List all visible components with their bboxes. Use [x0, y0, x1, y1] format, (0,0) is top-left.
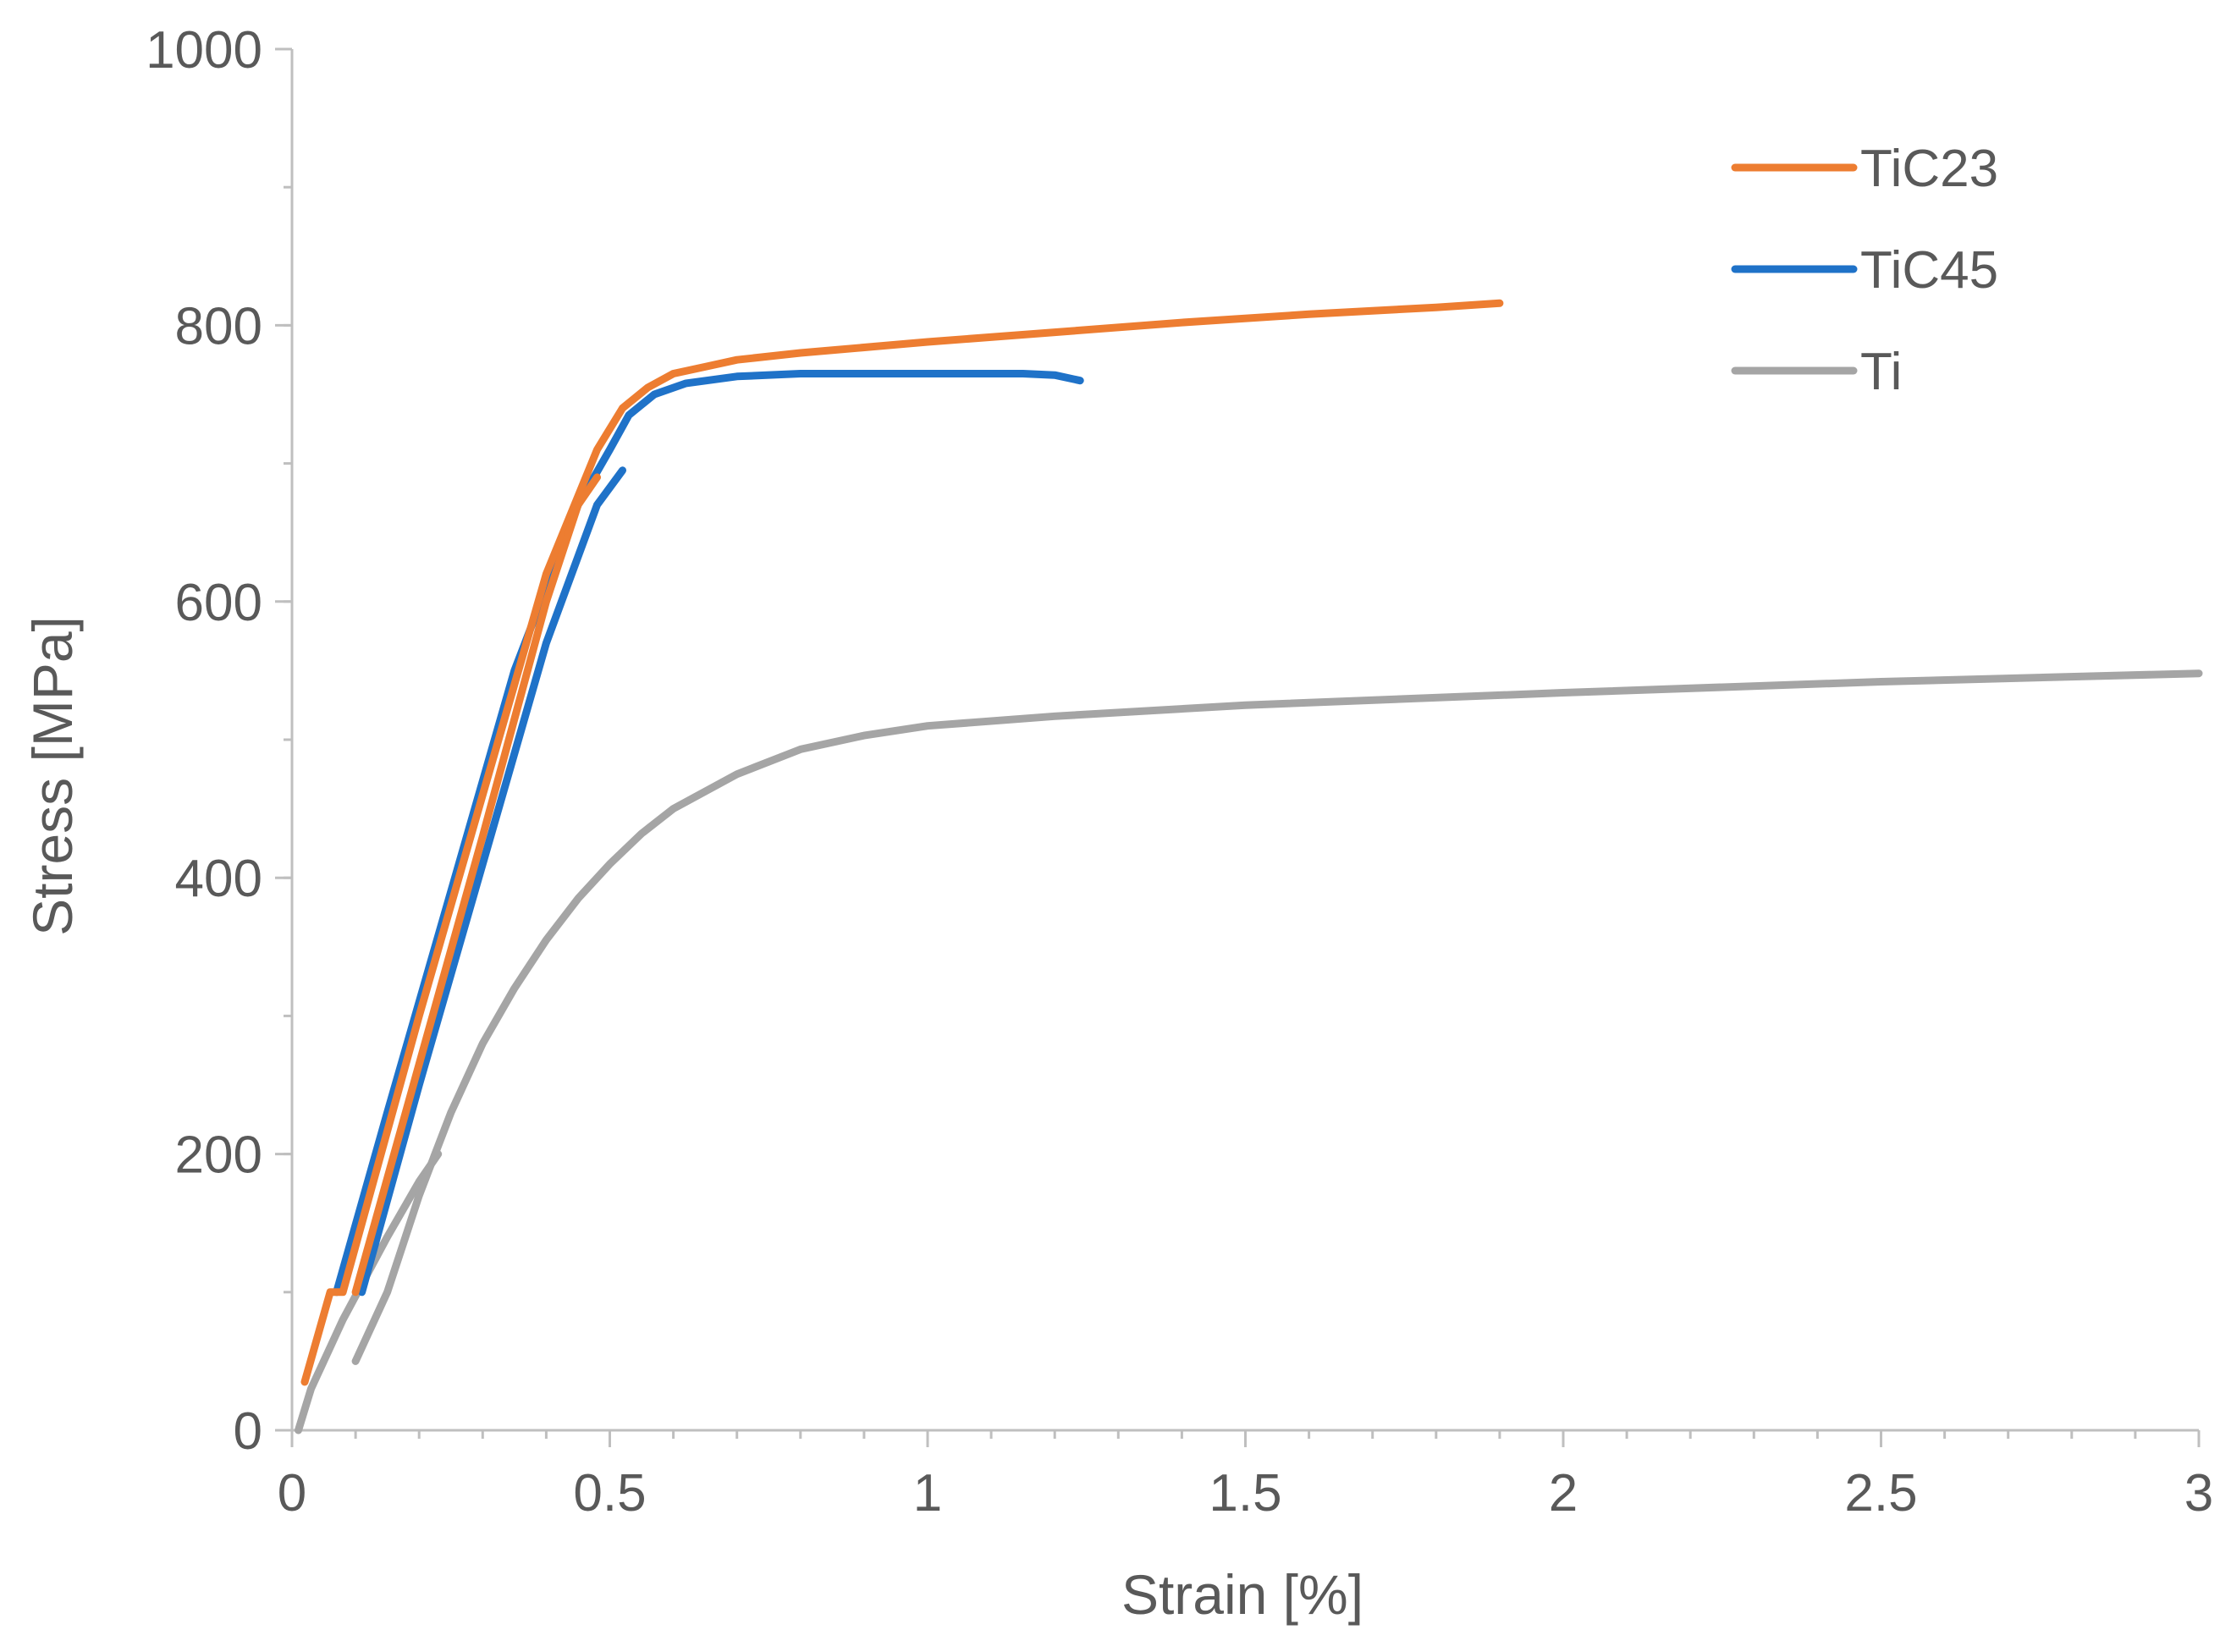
x-tick-label: 2 [1549, 1464, 1578, 1523]
x-tick-label: 1.5 [1209, 1464, 1281, 1523]
series-ti-group [295, 669, 2203, 1434]
y-axis-title: Stress [MPa] [21, 616, 84, 936]
series-ti-line [351, 669, 2203, 1365]
series-tic45-line [358, 466, 626, 1297]
x-tick-label: 1 [913, 1464, 942, 1523]
legend-label-tic23: TiC23 [1860, 140, 1998, 198]
y-tick-label: 0 [234, 1402, 262, 1461]
legend-label-tic45: TiC45 [1860, 241, 1998, 300]
legend: TiC23 TiC45 Ti [1731, 140, 1998, 401]
series-tic23-line [300, 299, 1504, 1386]
x-tick-label: 0.5 [573, 1464, 646, 1523]
x-axis-title: Strain [%] [1121, 1563, 1363, 1626]
plot-area [295, 299, 2203, 1434]
y-tick-label: 600 [175, 574, 262, 632]
y-tick-label: 800 [175, 297, 262, 355]
x-tick-label: 2.5 [1844, 1464, 1917, 1523]
series-tic23-line [351, 473, 601, 1297]
series-tic45-line [333, 370, 1084, 1297]
tick-marks [275, 47, 2201, 1447]
tick-labels: 0 0.5 1 1.5 2 2.5 3 0 200 400 600 800 1000 [146, 21, 2213, 1523]
series-tic45-group [333, 370, 1084, 1297]
y-tick-label: 200 [175, 1126, 262, 1185]
y-tick-label: 1000 [146, 21, 262, 80]
x-tick-label: 3 [2184, 1464, 2213, 1523]
legend-label-ti: Ti [1860, 343, 1902, 401]
x-tick-label: 0 [278, 1464, 306, 1523]
y-tick-label: 400 [175, 850, 262, 908]
series-tic23-group [300, 299, 1504, 1386]
